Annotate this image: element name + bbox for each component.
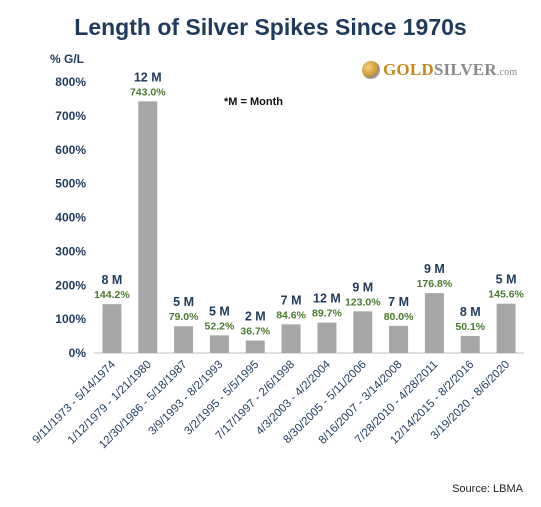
y-tick-label: 200% [55, 278, 86, 292]
logo-text: GOLDSILVER.com [383, 60, 517, 80]
bar [460, 336, 480, 353]
y-tick-label: 400% [55, 211, 86, 225]
logo-silver-text: SILVER [433, 60, 497, 79]
bar [389, 325, 409, 353]
data-label-percent: 145.6% [488, 289, 524, 301]
y-tick-label: 800% [55, 75, 86, 89]
data-label-percent: 123.0% [345, 296, 381, 308]
data-label-duration: 2 M [245, 310, 266, 324]
data-label-percent: 50.1% [455, 321, 485, 333]
chart-title: Length of Silver Spikes Since 1970s [74, 14, 467, 40]
data-label-percent: 52.2% [205, 320, 235, 332]
bar [281, 324, 301, 353]
logo-gold-text: GOLD [383, 60, 434, 79]
bar [496, 303, 516, 353]
bar [138, 101, 158, 353]
data-label-percent: 36.7% [240, 326, 270, 338]
y-tick-label: 700% [55, 109, 86, 123]
data-label-duration: 7 M [388, 295, 409, 309]
data-label-percent: 144.2% [94, 289, 130, 301]
bar [353, 311, 373, 353]
annotation-month-note: *M = Month [224, 96, 283, 108]
data-label-duration: 8 M [101, 273, 122, 287]
data-label-percent: 80.0% [384, 311, 414, 323]
data-label-duration: 5 M [496, 273, 517, 287]
bar [102, 304, 122, 353]
bar [424, 293, 444, 353]
goldsilver-logo: GOLDSILVER.com [362, 60, 517, 80]
bar [209, 335, 229, 353]
y-tick-label: 600% [55, 143, 86, 157]
data-label-duration: 5 M [173, 295, 194, 309]
logo-dotcom-text: .com [496, 67, 518, 78]
data-label-percent: 89.7% [312, 308, 342, 320]
data-label-percent: 84.6% [276, 309, 306, 321]
data-label-duration: 9 M [352, 280, 373, 294]
data-label-duration: 8 M [460, 305, 481, 319]
data-label-percent: 743.0% [130, 86, 166, 98]
y-tick-label: 300% [55, 244, 86, 258]
y-tick-label: 500% [55, 177, 86, 191]
y-tick-label: 0% [69, 346, 87, 360]
coin-icon [362, 61, 380, 79]
y-tick-label: 100% [55, 312, 86, 326]
source-note: Source: LBMA [452, 483, 523, 495]
data-label-duration: 7 M [281, 293, 302, 307]
bar [174, 326, 194, 353]
bar [317, 322, 337, 353]
data-label-duration: 5 M [209, 304, 230, 318]
data-label-percent: 176.8% [417, 278, 453, 290]
bar [245, 340, 265, 353]
data-label-duration: 12 M [134, 70, 162, 84]
y-axis-title: % G/L [50, 52, 84, 66]
data-label-percent: 79.0% [169, 311, 199, 323]
data-label-duration: 12 M [313, 292, 341, 306]
data-label-duration: 9 M [424, 262, 445, 276]
